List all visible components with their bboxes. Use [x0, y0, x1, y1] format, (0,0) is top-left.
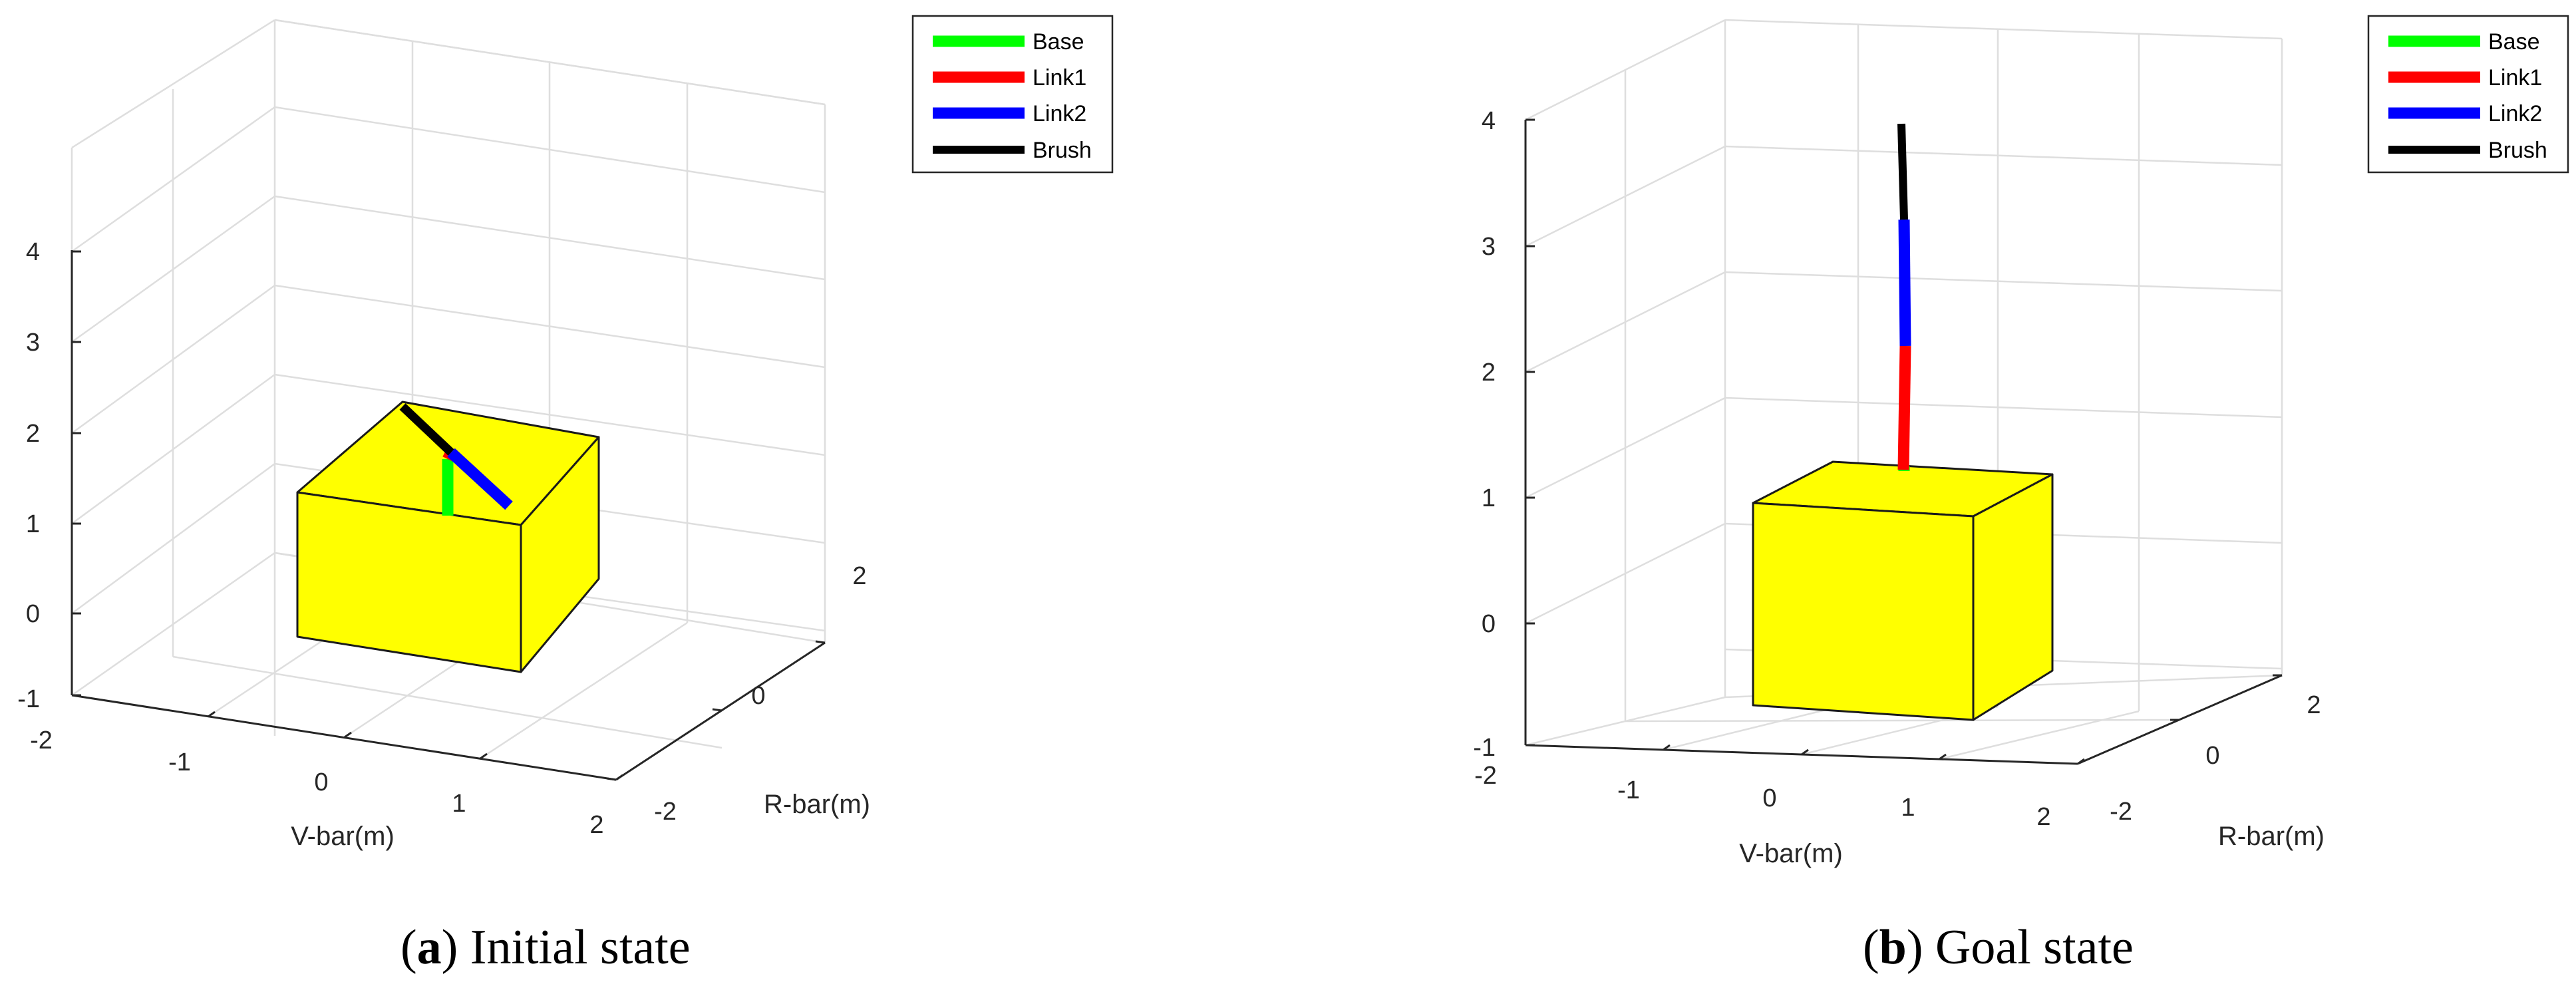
- panel-a-ztick: 4: [26, 238, 40, 266]
- panel-b-legend-link2: Link2: [2488, 101, 2542, 126]
- panel-b-manipulator: [1897, 123, 1911, 471]
- panel-b-ytick: -2: [2110, 798, 2132, 826]
- panel-b-link2: [1898, 219, 1911, 347]
- panel-b-ztick: 2: [1482, 359, 1496, 387]
- panel-a-ytick: 0: [751, 682, 765, 710]
- panel-b-ytick: 2: [2307, 691, 2321, 719]
- panel-b-link1: [1897, 345, 1911, 470]
- panel-b-box: [1752, 460, 2054, 721]
- panel-a-yticks: -2 0 2: [654, 562, 866, 826]
- panel-a-ztick: 0: [26, 600, 40, 628]
- panel-b-xlabel: V-bar(m): [1739, 839, 1843, 868]
- panel-b-legend-brush: Brush: [2488, 138, 2547, 163]
- panel-b-xtick: -2: [1474, 762, 1497, 790]
- panel-b-xtick: 1: [1901, 794, 1915, 822]
- panel-a-link2: [447, 448, 513, 510]
- panel-a-box: [296, 401, 600, 673]
- panel-a-xtick: 0: [314, 768, 328, 796]
- panel-a-legend: Base Link1 Link2 Brush: [911, 15, 1114, 174]
- panel-b-brush: [1897, 123, 1908, 220]
- panel-a-xticks: -2 -1 0 1 2: [30, 727, 603, 839]
- panel-b-legend: Base Link1 Link2 Brush: [2367, 15, 2569, 174]
- panel-a-xtick: -2: [30, 727, 53, 754]
- panel-b-ztick: 1: [1482, 484, 1496, 512]
- panel-a-plot: 4 3 2 1 0 -1 -2 -1 0 1 2 -2 0 2 V-bar(m)…: [17, 19, 870, 851]
- panel-b-ztick: -1: [1473, 734, 1496, 762]
- panel-a-xtick: 2: [589, 811, 603, 839]
- panel-b-ztick: 0: [1482, 610, 1496, 638]
- panel-a-caption: (a) Initial state: [401, 920, 691, 975]
- panel-b-axes: [1524, 118, 2283, 765]
- panel-a-legend-brush: Brush: [1033, 138, 1092, 163]
- panel-b-xtick: 2: [2036, 803, 2050, 831]
- panel-a-legend-link2: Link2: [1033, 101, 1086, 126]
- panel-b-yticks: -2 0 2: [2110, 691, 2321, 826]
- panel-a-xtick: 1: [452, 790, 466, 818]
- panel-a-legend-link1: Link1: [1033, 65, 1086, 90]
- panel-b-xticks: -2 -1 0 1 2: [1474, 762, 2050, 831]
- panel-a-grid: [71, 19, 826, 781]
- panel-b-ztick: 4: [1482, 107, 1496, 135]
- panel-b-caption: (b) Goal state: [1863, 920, 2134, 975]
- panel-a-ztick: 1: [26, 510, 40, 538]
- panel-b-ylabel: R-bar(m): [2218, 822, 2325, 851]
- panel-a-legend-base: Base: [1033, 29, 1084, 55]
- panel-b-ytick: 0: [2205, 742, 2219, 770]
- panel-a-zticks: 4 3 2 1 0 -1: [17, 238, 40, 713]
- panel-b-legend-link1: Link1: [2488, 65, 2542, 90]
- panel-a-ylabel: R-bar(m): [764, 790, 870, 819]
- panel-b-xtick: -1: [1617, 776, 1640, 804]
- panel-b-plot: 4 3 2 1 0 -1 -2 -1 0 1 2 -2 0 2 V-bar(m)…: [1473, 19, 2325, 868]
- panel-a-ztick: 2: [26, 420, 40, 448]
- panel-a-ytick: -2: [654, 798, 677, 826]
- panel-a-axes: [71, 250, 826, 781]
- panel-a-ztick: 3: [26, 329, 40, 357]
- panel-a-xlabel: V-bar(m): [291, 822, 395, 851]
- panel-b-zticks: 4 3 2 1 0 -1: [1473, 107, 1496, 762]
- panel-b-xtick: 0: [1762, 784, 1776, 812]
- panel-b-ztick: 3: [1482, 233, 1496, 261]
- panel-a-brush: [399, 403, 454, 456]
- panel-a-ytick: 2: [852, 562, 866, 590]
- panel-b-legend-base: Base: [2488, 29, 2540, 55]
- panel-a-manipulator: [399, 403, 513, 516]
- panel-a-xtick: -1: [168, 748, 191, 776]
- panel-a-ztick: -1: [17, 685, 40, 713]
